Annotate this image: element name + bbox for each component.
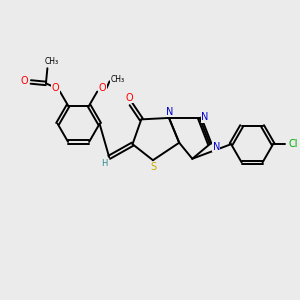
Text: N: N [166, 106, 173, 116]
Text: Cl: Cl [288, 139, 298, 149]
Text: O: O [20, 76, 28, 86]
Text: CH₃: CH₃ [111, 75, 125, 84]
Text: S: S [151, 163, 157, 172]
Text: N: N [201, 112, 208, 122]
Text: H: H [101, 159, 107, 168]
Text: O: O [126, 93, 134, 103]
Text: O: O [52, 83, 59, 93]
Text: N: N [212, 142, 220, 152]
Text: CH₃: CH₃ [45, 57, 59, 66]
Text: O: O [99, 83, 106, 93]
